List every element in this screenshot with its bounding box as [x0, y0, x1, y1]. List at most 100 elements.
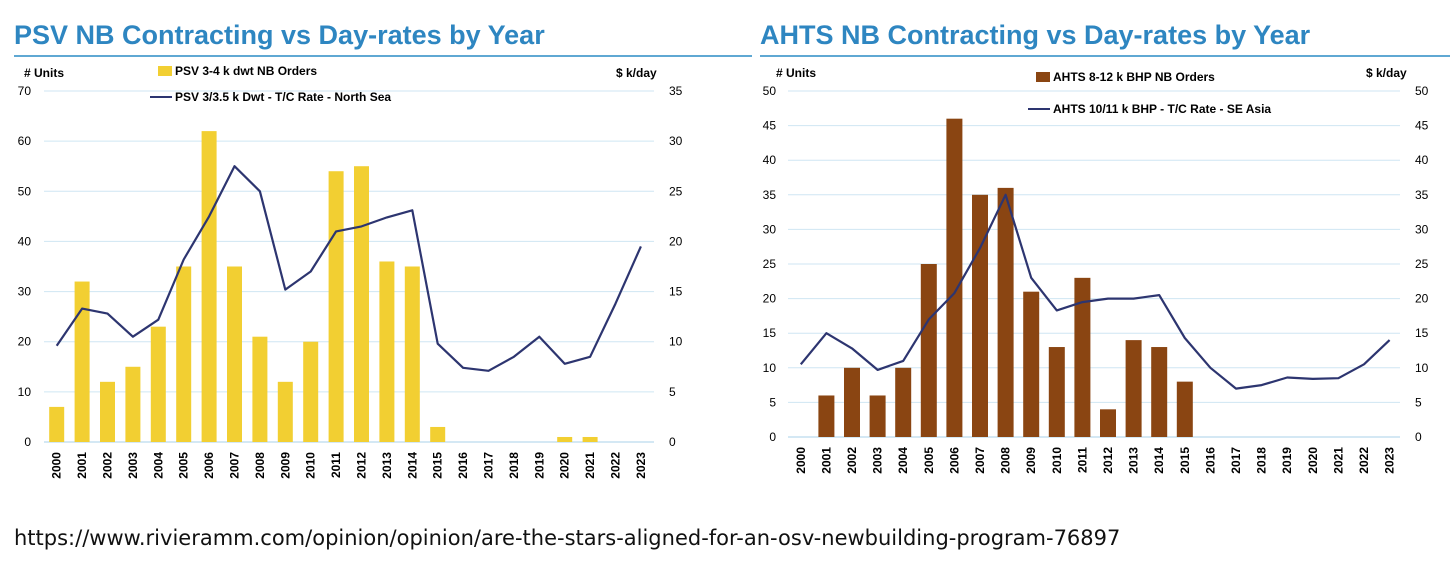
psv-x-tick-label: 2021: [583, 452, 597, 479]
ahts-y-left-tick-label: 10: [763, 361, 777, 375]
ahts-bar-2009: [1023, 291, 1040, 437]
psv-x-tick-label: 2018: [507, 452, 521, 479]
psv-bar-2002: [100, 381, 115, 442]
ahts-bar-2001: [818, 395, 835, 437]
ahts-bar-2008: [997, 187, 1014, 437]
psv-rate-line: [55, 165, 642, 372]
psv-legend-bar-swatch: [158, 66, 172, 76]
ahts-y-right-tick-label: 15: [1415, 326, 1429, 340]
ahts-y-left-tick-label: 25: [763, 257, 777, 271]
ahts-x-tick-label: 2013: [1127, 447, 1141, 474]
psv-title-underline: [14, 55, 752, 57]
psv-x-tick-label: 2013: [380, 452, 394, 479]
psv-y-right-tick-label: 5: [669, 385, 676, 399]
psv-bar-2001: [74, 281, 90, 442]
psv-x-tick-label: 2011: [329, 452, 343, 478]
ahts-bar-2013: [1125, 340, 1142, 437]
psv-bar-2012: [354, 166, 369, 442]
ahts-y-right-tick-label: 40: [1415, 153, 1429, 167]
ahts-x-tick-label: 2005: [922, 447, 936, 474]
ahts-bar-2004: [895, 367, 912, 437]
psv-bar-2005: [176, 266, 192, 442]
psv-y-left-tick-label: 0: [24, 435, 31, 449]
ahts-bar-2010: [1048, 347, 1065, 437]
ahts-y-right-tick-label: 10: [1415, 361, 1429, 375]
ahts-y-right-tick-label: 20: [1415, 292, 1429, 306]
ahts-y-right-tick-label: 5: [1415, 395, 1422, 409]
psv-bar-2020: [557, 436, 573, 442]
ahts-bar-2006: [946, 118, 963, 438]
ahts-x-tick-label: 2006: [947, 447, 961, 474]
ahts-x-tick-label: 2001: [819, 447, 833, 474]
psv-x-tick-label: 2023: [634, 452, 648, 479]
ahts-x-tick-label: 2012: [1101, 447, 1115, 474]
psv-y-left-tick-label: 50: [18, 184, 32, 198]
psv-x-tick-label: 2020: [558, 452, 572, 479]
psv-x-tick-label: 2015: [431, 452, 445, 479]
ahts-x-tick-label: 2010: [1050, 447, 1064, 474]
ahts-x-tick-label: 2019: [1280, 447, 1294, 474]
psv-y-right-tick-label: 10: [669, 335, 683, 349]
ahts-y-left-tick-label: 0: [769, 430, 776, 444]
psv-y-left-tick-label: 60: [18, 134, 32, 148]
psv-x-tick-label: 2012: [355, 452, 369, 479]
ahts-x-tick-label: 2015: [1178, 447, 1192, 474]
psv-bar-2010: [303, 341, 319, 442]
psv-bar-2014: [404, 266, 420, 442]
ahts-x-tick-label: 2014: [1152, 447, 1166, 474]
psv-x-tick-label: 2010: [304, 452, 318, 479]
psv-y-left-tick-label: 40: [18, 234, 32, 248]
ahts-y-left-tick-label: 20: [763, 292, 777, 306]
ahts-bar-2007: [972, 194, 988, 437]
psv-bar-2013: [379, 261, 395, 442]
ahts-chart-title: AHTS NB Contracting vs Day-rates by Year: [760, 20, 1311, 50]
psv-bar-2004: [150, 326, 166, 442]
ahts-y-left-tick-label: 40: [763, 153, 777, 167]
ahts-title-underline: [760, 55, 1450, 57]
ahts-x-tick-label: 2009: [1024, 447, 1038, 474]
ahts-bar-2011: [1074, 277, 1091, 437]
ahts-x-tick-label: 2021: [1331, 447, 1345, 474]
psv-bar-2009: [277, 381, 293, 442]
ahts-legend-bar-swatch: [1036, 72, 1050, 82]
ahts-x-tick-label: 2022: [1357, 447, 1371, 474]
ahts-chart: 0 5 10 15 20 25 30 35 40 45 50 0 5 10 15 20 25 30 35 40 45 50…: [763, 66, 1429, 474]
ahts-bar-2015: [1176, 381, 1193, 437]
ahts-x-tick-label: 2003: [871, 447, 885, 474]
psv-y-left-tick-label: 70: [18, 84, 32, 98]
psv-x-tick-label: 2019: [532, 452, 546, 479]
psv-legend-bar-label: PSV 3-4 k dwt NB Orders: [175, 64, 317, 78]
ahts-x-tick-label: 2020: [1306, 447, 1320, 474]
ahts-chart-panel: AHTS NB Contracting vs Day-rates by Year…: [760, 0, 1450, 505]
ahts-y-right-tick-label: 35: [1415, 188, 1429, 202]
ahts-y-right-tick-label: 50: [1415, 84, 1429, 98]
ahts-y-right-tick-label: 30: [1415, 222, 1429, 236]
psv-bar-2000: [49, 406, 65, 442]
ahts-x-tick-label: 2018: [1255, 447, 1269, 474]
psv-x-tick-label: 2014: [405, 452, 419, 479]
psv-bar-2008: [252, 336, 268, 442]
psv-y-right-unit-label: $ k/day: [616, 66, 657, 80]
psv-x-tick-label: 2008: [253, 452, 267, 479]
psv-y-right-tick-label: 35: [669, 84, 683, 98]
ahts-bar-2012: [1100, 409, 1116, 437]
psv-x-tick-label: 2001: [75, 452, 89, 479]
psv-x-tick-label: 2006: [202, 452, 216, 479]
psv-y-right-tick-label: 15: [669, 285, 683, 299]
psv-x-tick-label: 2002: [101, 452, 115, 479]
psv-y-left-unit-label: # Units: [24, 66, 64, 80]
ahts-y-left-tick-label: 35: [763, 188, 777, 202]
ahts-y-left-unit-label: # Units: [776, 66, 816, 80]
psv-x-tick-label: 2009: [278, 452, 292, 479]
psv-x-tick-label: 2003: [126, 452, 140, 479]
psv-bar-2011: [328, 171, 344, 442]
ahts-y-left-tick-label: 45: [763, 119, 777, 133]
psv-bar-2006: [201, 131, 217, 442]
psv-y-right-tick-label: 25: [669, 184, 683, 198]
ahts-x-tick-label: 2000: [794, 447, 808, 474]
psv-bar-2007: [227, 266, 242, 442]
source-url: https://www.rivieramm.com/opinion/opinio…: [14, 526, 1121, 550]
ahts-legend-line-label: AHTS 10/11 k BHP - T/C Rate - SE Asia: [1053, 102, 1271, 116]
psv-bar-2003: [125, 366, 141, 442]
ahts-x-tick-label: 2023: [1383, 447, 1397, 474]
